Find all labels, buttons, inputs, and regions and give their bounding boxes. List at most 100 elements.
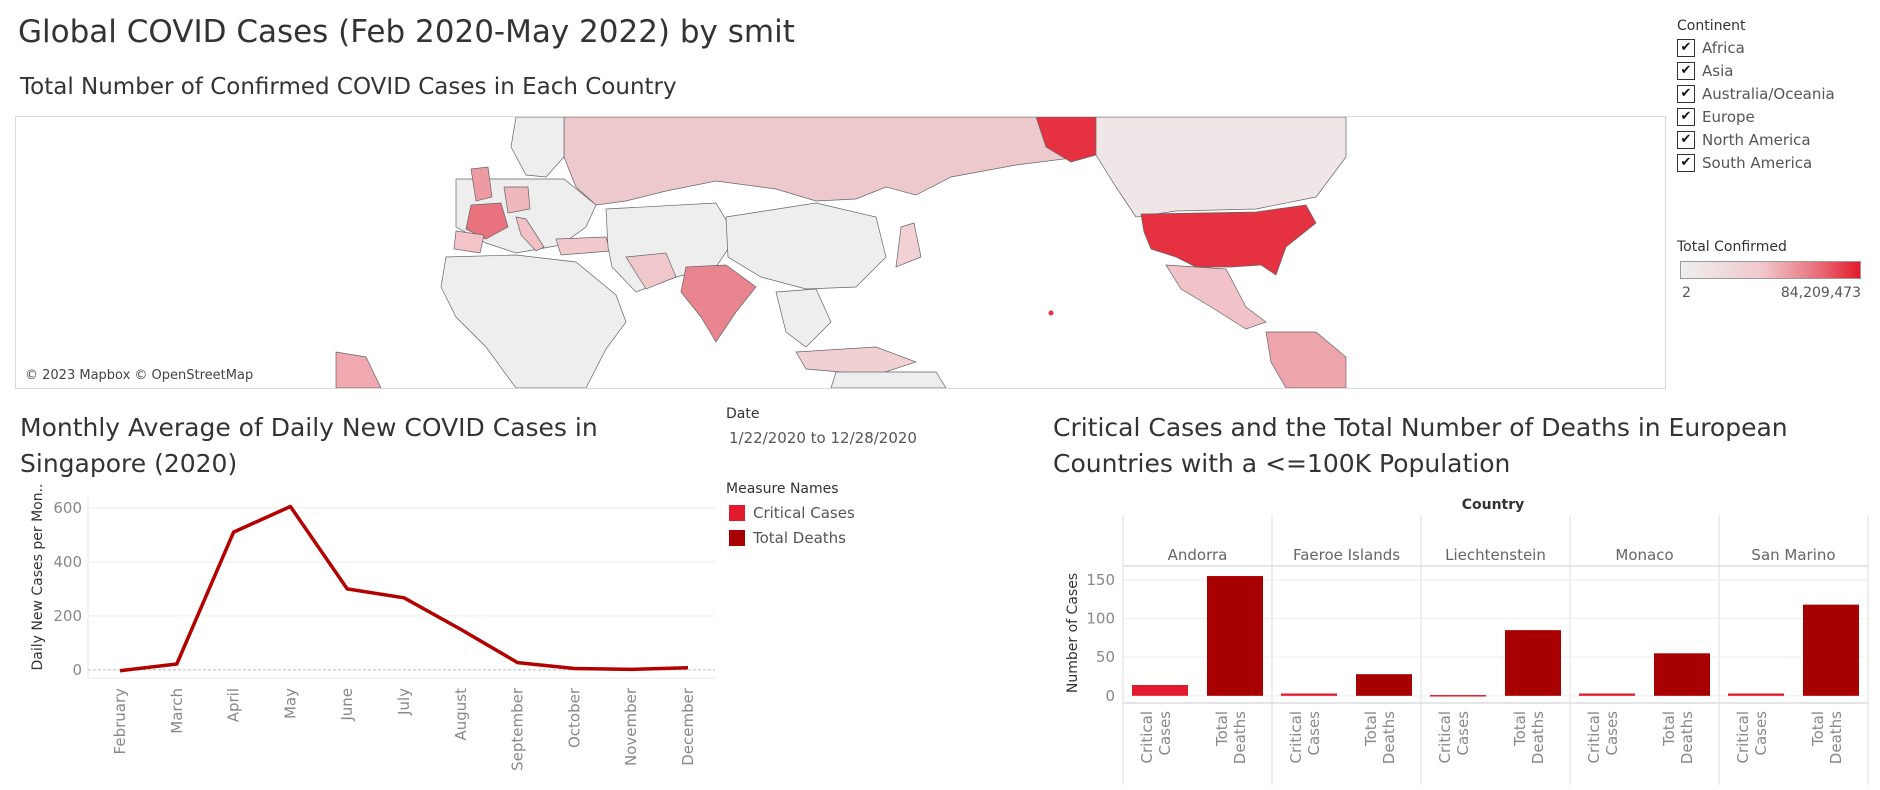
x-tick-label: Critical	[1287, 711, 1305, 763]
continent-options: ✔ Africa ✔ Asia ✔ Australia/Oceania ✔ Europe ✔ No…	[1677, 36, 1867, 174]
x-tick-label: Cases	[1603, 711, 1621, 756]
map-region-south-america-west[interactable]	[335, 351, 382, 388]
bar-critical-cases[interactable]	[1579, 693, 1635, 696]
line-chart-x-ticks: February March April May June July August Septe…	[111, 687, 697, 771]
map-region-japan[interactable]	[895, 222, 922, 268]
country-header: Liechtenstein	[1445, 546, 1546, 564]
date-filter-title: Date	[726, 406, 760, 422]
x-tick-label: November	[622, 687, 640, 766]
continent-option-africa[interactable]: ✔ Africa	[1677, 36, 1867, 59]
x-tick-label: Cases	[1752, 711, 1770, 756]
map-blank-right	[1347, 117, 1665, 388]
measure-legend-swatch	[729, 529, 745, 546]
bar-critical-cases[interactable]	[1728, 693, 1784, 696]
x-tick-label: Total	[1362, 711, 1380, 747]
bar-critical-cases[interactable]	[1281, 693, 1337, 696]
x-tick-label: Deaths	[1529, 711, 1547, 764]
continent-option-asia[interactable]: ✔ Asia	[1677, 59, 1867, 82]
map-region-italy[interactable]	[515, 216, 545, 252]
map-region-alaska[interactable]	[1035, 117, 1097, 163]
map-canvas[interactable]	[16, 117, 1665, 388]
map-region-spain[interactable]	[453, 230, 485, 254]
y-tick-label: 400	[53, 553, 82, 571]
line-series-singapore[interactable]	[119, 504, 689, 673]
line-chart[interactable]: Daily New Cases per Mon.. 0 200 400 600 Feb…	[0, 485, 730, 775]
bar-total-deaths[interactable]	[1505, 630, 1561, 696]
map-region-mexico[interactable]	[1165, 264, 1267, 330]
map-region-china[interactable]	[725, 202, 887, 290]
map-region-indonesia[interactable]	[795, 346, 918, 376]
continent-option-label: Asia	[1702, 61, 1734, 80]
x-tick-label: Deaths	[1827, 711, 1845, 764]
map-region-africa[interactable]	[440, 254, 627, 388]
y-tick-label: 200	[53, 607, 82, 625]
measure-legend-title: Measure Names	[726, 481, 839, 497]
map-region-iran[interactable]	[625, 252, 677, 290]
measure-legend-item[interactable]: Total Deaths	[729, 525, 855, 550]
measure-legend-swatch	[729, 504, 745, 521]
map-region-usa[interactable]	[1140, 204, 1317, 276]
measure-legend: Critical Cases Total Deaths	[729, 500, 855, 550]
x-tick-label: Cases	[1156, 711, 1174, 756]
line-chart-y-ticks: 0 200 400 600	[53, 499, 82, 679]
country-header: San Marino	[1751, 546, 1835, 564]
map-region-germany[interactable]	[503, 186, 531, 214]
checkbox-checked-icon[interactable]: ✔	[1677, 84, 1695, 103]
continent-option-australia-oceania[interactable]: ✔ Australia/Oceania	[1677, 82, 1867, 105]
x-tick-label: June	[338, 688, 356, 722]
continent-option-label: Africa	[1702, 38, 1745, 57]
map-region-india[interactable]	[680, 264, 757, 343]
checkbox-checked-icon[interactable]: ✔	[1677, 38, 1695, 57]
measure-legend-label: Total Deaths	[753, 528, 846, 547]
x-tick-label: February	[111, 688, 129, 755]
choropleth-map[interactable]	[15, 116, 1666, 389]
x-tick-label: Deaths	[1380, 711, 1398, 764]
bar-chart[interactable]: Country Andorra Faeroe Islands Liechtenste…	[1040, 485, 1880, 785]
measure-legend-item[interactable]: Critical Cases	[729, 500, 855, 525]
color-legend-min: 2	[1682, 285, 1691, 301]
checkbox-checked-icon[interactable]: ✔	[1677, 130, 1695, 149]
x-tick-label: April	[225, 688, 243, 722]
map-region-hawaii[interactable]	[1048, 310, 1054, 316]
bar-chart-x-ticks: Critical Cases Total Deaths Critical Cases Tot…	[1138, 711, 1845, 764]
map-region-russia[interactable]	[563, 117, 1097, 206]
continent-option-europe[interactable]: ✔ Europe	[1677, 105, 1867, 128]
continent-filter-title: Continent	[1677, 18, 1746, 34]
map-region-canada[interactable]	[1095, 117, 1347, 218]
map-region-southeast-asia[interactable]	[775, 288, 832, 348]
checkbox-checked-icon[interactable]: ✔	[1677, 153, 1695, 172]
x-tick-label: Critical	[1138, 711, 1156, 763]
x-tick-label: May	[281, 688, 299, 719]
bar-critical-cases[interactable]	[1430, 695, 1486, 697]
color-legend-ramp	[1680, 261, 1861, 279]
bar-critical-cases[interactable]	[1132, 685, 1188, 696]
checkbox-checked-icon[interactable]: ✔	[1677, 107, 1695, 126]
map-region-france[interactable]	[465, 202, 509, 240]
bar-chart-y-axis-title: Number of Cases	[1065, 573, 1081, 693]
x-tick-label: Cases	[1454, 711, 1472, 756]
checkbox-checked-icon[interactable]: ✔	[1677, 61, 1695, 80]
y-tick-label: 0	[1105, 687, 1115, 705]
map-region-turkey[interactable]	[555, 236, 611, 256]
continent-option-north-america[interactable]: ✔ North America	[1677, 128, 1867, 151]
y-tick-label: 600	[53, 499, 82, 517]
y-tick-label: 100	[1086, 610, 1115, 628]
continent-option-label: North America	[1702, 130, 1811, 149]
country-header: Monaco	[1615, 546, 1673, 564]
continent-option-south-america[interactable]: ✔ South America	[1677, 151, 1867, 174]
y-tick-label: 0	[72, 661, 82, 679]
date-filter-value[interactable]: 1/22/2020 to 12/28/2020	[729, 429, 917, 447]
map-region-uk[interactable]	[470, 166, 493, 202]
x-tick-label: Critical	[1436, 711, 1454, 763]
bar-total-deaths[interactable]	[1803, 604, 1859, 696]
bar-total-deaths[interactable]	[1356, 674, 1412, 696]
map-region-australia[interactable]	[830, 371, 947, 388]
bar-total-deaths[interactable]	[1654, 653, 1710, 696]
x-tick-label: July	[395, 688, 413, 716]
map-region-scandinavia[interactable]	[510, 117, 565, 178]
x-tick-label: Total	[1809, 711, 1827, 747]
bar-total-deaths[interactable]	[1207, 576, 1263, 696]
x-tick-label: Deaths	[1678, 711, 1696, 764]
x-tick-label: Cases	[1305, 711, 1323, 756]
map-region-south-america-east[interactable]	[1265, 331, 1347, 388]
